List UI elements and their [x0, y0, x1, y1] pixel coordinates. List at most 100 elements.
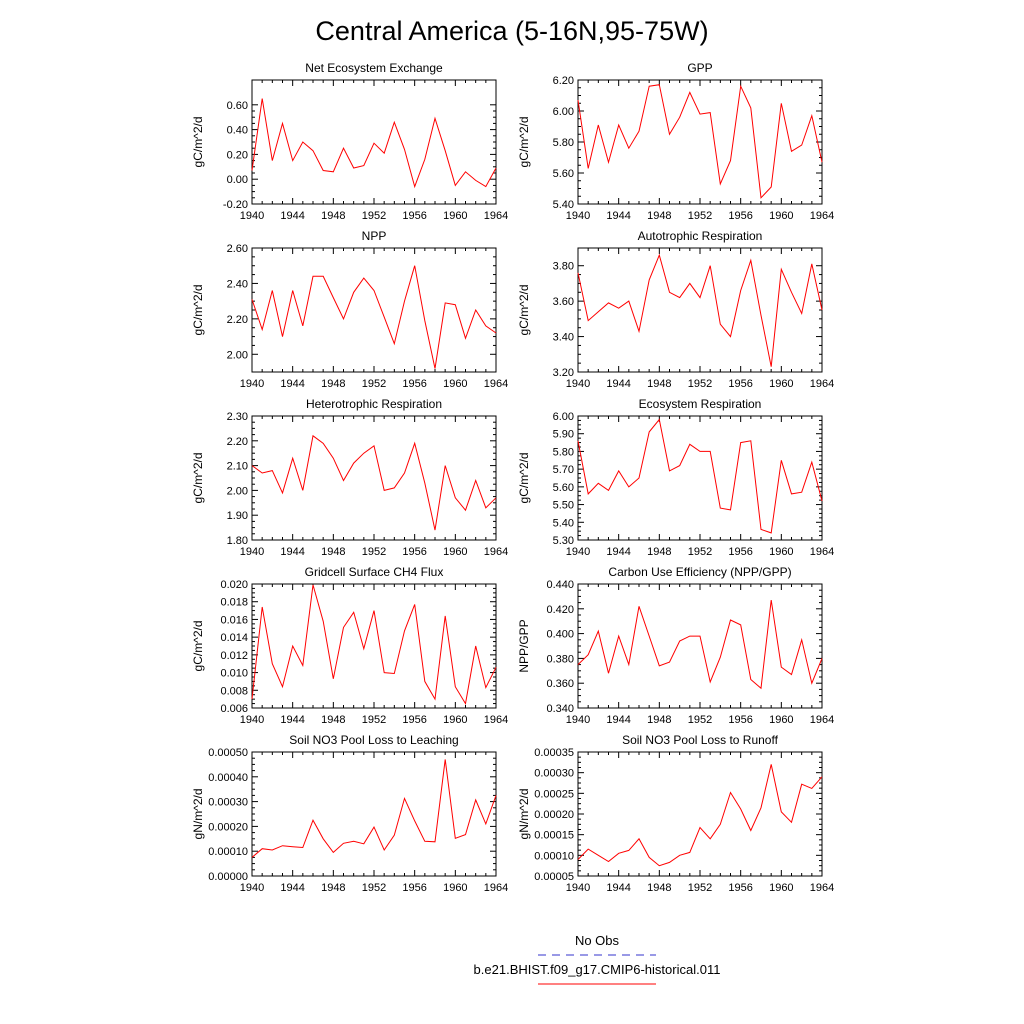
y-tick-label: 0.00035: [534, 747, 574, 759]
panel-title: Carbon Use Efficiency (NPP/GPP): [608, 565, 791, 579]
main-title: Central America (5-16N,95-75W): [315, 16, 708, 46]
y-tick-label: 5.90: [553, 429, 574, 441]
panel-gpp: GPP 5.40 5.60 5.80 6.00 6.20 1940 1944 1948 1952 1…: [517, 61, 834, 222]
y-tick-label: 0.00: [227, 174, 248, 186]
legend-label-obs: No Obs: [575, 933, 620, 948]
x-tick-label: 1952: [362, 714, 386, 726]
series-line: [577, 253, 823, 367]
y-tick-label: 2.20: [227, 314, 248, 326]
y-axis-label: gC/m^2/d: [191, 453, 205, 504]
x-tick-label: 1948: [321, 546, 345, 558]
plot-frame: [251, 583, 497, 709]
y-tick-label: 2.00: [227, 349, 248, 361]
y-tick-label: 3.60: [553, 296, 574, 308]
plot-frame: [577, 247, 823, 373]
y-tick-label: 0.440: [546, 579, 574, 591]
x-tick-label: 1956: [402, 546, 426, 558]
x-tick-label: 1948: [647, 546, 671, 558]
x-tick-label: 1948: [647, 714, 671, 726]
y-tick-label: 0.006: [220, 703, 248, 715]
y-tick-label: 2.60: [227, 243, 248, 255]
panel-title: Net Ecosystem Exchange: [305, 61, 443, 75]
y-tick-label: 0.40: [227, 125, 248, 137]
y-tick-label: 1.80: [227, 535, 248, 547]
y-tick-label: 6.20: [553, 75, 574, 87]
x-tick-label: 1960: [443, 882, 467, 894]
x-tick-label: 1956: [402, 378, 426, 390]
x-tick-label: 1948: [321, 714, 345, 726]
panel-soil-no3-pool-loss-to-runoff: Soil NO3 Pool Loss to Runoff 0.00005 0.000…: [517, 733, 834, 894]
y-tick-label: 6.00: [553, 106, 574, 118]
y-tick-label: 2.40: [227, 278, 248, 290]
y-tick-label: 6.00: [553, 411, 574, 423]
y-tick-label: 0.016: [220, 614, 248, 626]
series-line: [577, 84, 823, 199]
y-tick-label: 5.40: [553, 517, 574, 529]
x-tick-label: 1940: [240, 546, 264, 558]
x-tick-label: 1948: [647, 882, 671, 894]
y-tick-label: 0.00010: [208, 846, 248, 858]
series-line: [577, 764, 823, 867]
x-tick-label: 1964: [810, 546, 834, 558]
y-tick-label: 0.00015: [534, 830, 574, 842]
y-tick-label: 0.00030: [534, 768, 574, 780]
y-tick-label: 0.360: [546, 678, 574, 690]
y-axis-label: gC/m^2/d: [191, 621, 205, 672]
y-tick-label: 0.010: [220, 668, 248, 680]
y-tick-label: 5.40: [553, 199, 574, 211]
plot-frame: [251, 79, 497, 205]
y-tick-label: 0.00020: [208, 821, 248, 833]
x-tick-label: 1956: [728, 714, 752, 726]
legend-label-model: b.e21.BHIST.f09_g17.CMIP6-historical.011: [474, 962, 721, 977]
y-axis-label: gC/m^2/d: [191, 117, 205, 168]
x-tick-label: 1948: [321, 210, 345, 222]
y-axis-label: gN/m^2/d: [191, 789, 205, 840]
x-tick-label: 1940: [566, 378, 590, 390]
x-tick-label: 1956: [728, 882, 752, 894]
y-axis-label: gC/m^2/d: [517, 453, 531, 504]
y-tick-label: 5.30: [553, 535, 574, 547]
y-tick-label: 0.00020: [534, 809, 574, 821]
y-tick-label: 0.00010: [534, 850, 574, 862]
plot-frame: [251, 751, 497, 877]
x-tick-label: 1944: [606, 210, 630, 222]
y-tick-label: 5.80: [553, 137, 574, 149]
x-tick-label: 1948: [321, 882, 345, 894]
panel-title: NPP: [362, 229, 387, 243]
y-tick-label: 3.40: [553, 332, 574, 344]
y-axis-label: gC/m^2/d: [191, 285, 205, 336]
y-tick-label: 2.30: [227, 411, 248, 423]
y-tick-label: 5.60: [553, 482, 574, 494]
panel-title: Gridcell Surface CH4 Flux: [305, 565, 444, 579]
series-line: [251, 98, 497, 189]
x-tick-label: 1960: [443, 714, 467, 726]
series-line: [577, 418, 823, 534]
x-tick-label: 1940: [566, 714, 590, 726]
plot-frame: [577, 751, 823, 877]
panel-title: GPP: [687, 61, 712, 75]
x-tick-label: 1960: [443, 546, 467, 558]
x-tick-label: 1964: [810, 882, 834, 894]
y-tick-label: 0.20: [227, 149, 248, 161]
x-tick-label: 1964: [810, 714, 834, 726]
x-tick-label: 1940: [566, 210, 590, 222]
plot-frame: [577, 583, 823, 709]
x-tick-label: 1964: [484, 546, 508, 558]
x-tick-label: 1956: [728, 378, 752, 390]
y-tick-label: -0.20: [223, 199, 248, 211]
y-tick-label: 0.00025: [534, 788, 574, 800]
x-tick-label: 1940: [240, 714, 264, 726]
panel-title: Autotrophic Respiration: [638, 229, 763, 243]
x-tick-label: 1952: [362, 546, 386, 558]
x-tick-label: 1952: [688, 210, 712, 222]
x-tick-label: 1944: [606, 378, 630, 390]
y-tick-label: 0.00040: [208, 772, 248, 784]
y-tick-label: 5.80: [553, 446, 574, 458]
y-tick-label: 2.00: [227, 485, 248, 497]
x-tick-label: 1960: [769, 882, 793, 894]
x-tick-label: 1952: [688, 714, 712, 726]
x-tick-label: 1964: [484, 210, 508, 222]
y-axis-label: NPP/GPP: [517, 619, 531, 672]
panel-net-ecosystem-exchange: Net Ecosystem Exchange -0.20 0.00 0.20 0.40 0…: [191, 61, 508, 222]
x-tick-label: 1964: [484, 714, 508, 726]
